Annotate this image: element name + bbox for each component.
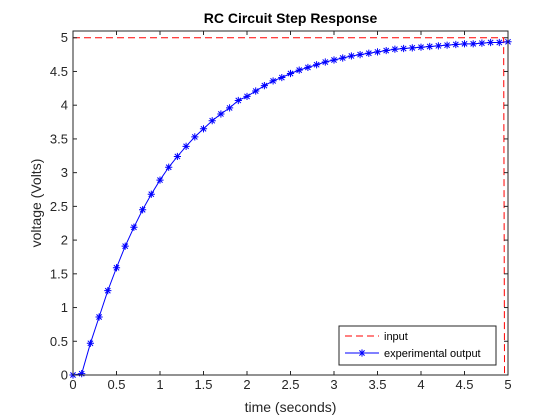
data-point — [452, 40, 460, 49]
data-point — [78, 370, 86, 378]
data-point — [269, 77, 277, 85]
data-point — [112, 264, 121, 272]
ticks-layer: 0 0.5 1 1.5 2 2.5 3 3.5 4 4.5 5 0 0.5 1 1.5 2 2.5 3 3.5 4 4.… — [50, 30, 512, 392]
y-tick-label: 4.5 — [50, 64, 68, 79]
data-point — [121, 242, 129, 250]
data-point — [391, 45, 399, 53]
x-tick-label: 2.5 — [281, 377, 299, 392]
y-tick-label: 5 — [61, 30, 68, 45]
y-tick-label: 4 — [61, 98, 68, 113]
x-tick-label: 4.5 — [455, 377, 473, 392]
data-point — [130, 223, 138, 231]
y-tick-label: 0 — [61, 368, 68, 383]
x-tick-label: 1 — [156, 377, 163, 392]
x-tick-label: 2 — [243, 377, 250, 392]
data-point — [347, 52, 355, 60]
data-point — [286, 69, 295, 78]
data-point — [243, 92, 251, 101]
data-point — [373, 48, 382, 56]
x-tick-label: 0 — [69, 377, 76, 392]
data-point — [226, 104, 234, 112]
data-point — [487, 38, 495, 47]
x-axis-label: time (seconds) — [245, 399, 337, 415]
legend: input experimental output — [338, 325, 497, 366]
data-point — [173, 152, 181, 161]
y-tick-label: 1.5 — [50, 266, 68, 281]
data-point — [95, 313, 103, 321]
data-point — [86, 339, 94, 347]
data-point — [408, 44, 416, 52]
data-point — [478, 39, 486, 47]
data-point — [313, 61, 321, 69]
y-tick-label: 0.5 — [50, 334, 68, 349]
series-2 — [69, 38, 512, 379]
data-point — [165, 163, 173, 171]
data-point — [443, 41, 451, 49]
data-point — [495, 38, 503, 47]
data-point — [217, 110, 225, 118]
data-point — [252, 87, 260, 95]
data-point — [139, 206, 147, 214]
data-point — [278, 73, 286, 82]
data-point — [199, 125, 208, 133]
data-point — [182, 142, 190, 150]
legend-label-2: experimental output — [384, 348, 481, 360]
data-point — [321, 58, 329, 66]
data-point — [208, 117, 216, 125]
x-tick-label: 3 — [330, 377, 337, 392]
x-tick-label: 5 — [504, 377, 511, 392]
data-point — [356, 51, 364, 59]
data-point — [330, 56, 338, 64]
legend-box — [338, 325, 497, 366]
data-point — [434, 42, 442, 50]
y-tick-label: 1 — [61, 300, 68, 315]
data-point — [426, 42, 434, 51]
data-point — [104, 287, 112, 295]
data-point — [365, 49, 373, 57]
data-point — [234, 96, 242, 105]
data-point — [295, 66, 303, 74]
data-point — [156, 176, 164, 184]
data-point — [339, 54, 347, 62]
x-tick-label: 1.5 — [194, 377, 212, 392]
y-tick-label: 2.5 — [50, 199, 68, 214]
y-axis-label: voltage (Volts) — [28, 159, 44, 248]
y-tick-label: 3 — [61, 165, 68, 180]
data-point — [469, 40, 477, 48]
data-point — [382, 46, 390, 55]
data-point — [147, 190, 155, 198]
data-point — [417, 43, 425, 51]
legend-label-1: input — [384, 331, 408, 343]
y-tick-label: 3.5 — [50, 131, 68, 146]
x-tick-label: 3.5 — [368, 377, 386, 392]
chart-title: RC Circuit Step Response — [204, 10, 378, 26]
data-point — [260, 82, 268, 90]
plot-area — [73, 31, 508, 375]
data-point — [400, 44, 408, 53]
data-point — [191, 133, 199, 141]
x-tick-label: 4 — [417, 377, 424, 392]
y-tick-label: 2 — [61, 233, 68, 248]
legend-marker — [358, 349, 366, 357]
x-tick-label: 0.5 — [107, 377, 125, 392]
data-point — [304, 63, 312, 72]
data-point — [460, 40, 469, 48]
